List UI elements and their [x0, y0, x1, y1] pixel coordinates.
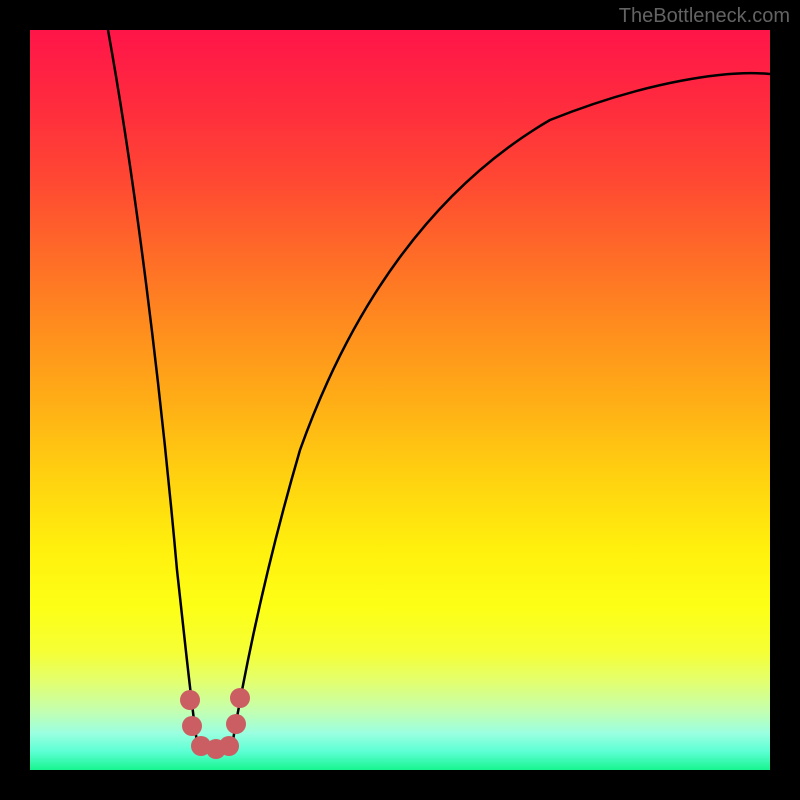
chart-container: TheBottleneck.com — [0, 0, 800, 800]
curve-layer — [30, 30, 770, 770]
plot-area — [30, 30, 770, 770]
optimal-markers — [180, 688, 250, 759]
watermark-text: TheBottleneck.com — [619, 5, 790, 28]
bottleneck-curves — [108, 30, 770, 742]
